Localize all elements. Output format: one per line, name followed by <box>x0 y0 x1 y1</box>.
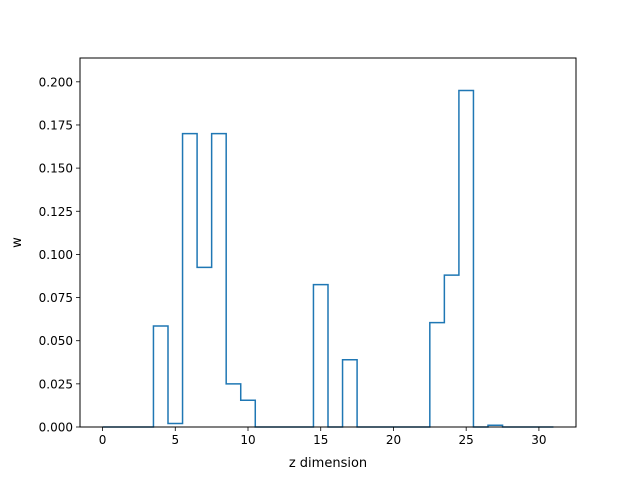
y-tick-label: 0.125 <box>39 205 73 219</box>
plot-layer <box>102 89 554 428</box>
x-tick-label: 0 <box>99 433 107 447</box>
y-tick-label: 0.175 <box>39 118 73 132</box>
plot-frame <box>79 57 577 428</box>
y-tick-label: 0.100 <box>39 248 73 262</box>
x-tick-label: 10 <box>240 433 255 447</box>
y-tick-label: 0.150 <box>39 162 73 176</box>
y-tick-label: 0.000 <box>39 421 73 435</box>
x-axis-label: z dimension <box>289 456 367 471</box>
y-axis-label: w <box>10 237 25 248</box>
x-tick-label: 25 <box>459 433 474 447</box>
x-tick-label: 20 <box>386 433 401 447</box>
y-tick-label: 0.050 <box>39 334 73 348</box>
x-tick-label: 30 <box>531 433 546 447</box>
y-tick-label: 0.025 <box>39 377 73 391</box>
y-axis-ticks: 0.000 0.025 0.050 0.075 0.100 0.125 0.150 0.175… <box>39 75 80 435</box>
y-tick-label: 0.200 <box>39 75 73 89</box>
x-tick-label: 15 <box>313 433 328 447</box>
x-tick-label: 5 <box>171 433 179 447</box>
y-tick-label: 0.075 <box>39 291 73 305</box>
x-axis-ticks: 0 5 10 15 20 25 30 <box>99 427 547 447</box>
series-step-line <box>102 89 554 428</box>
